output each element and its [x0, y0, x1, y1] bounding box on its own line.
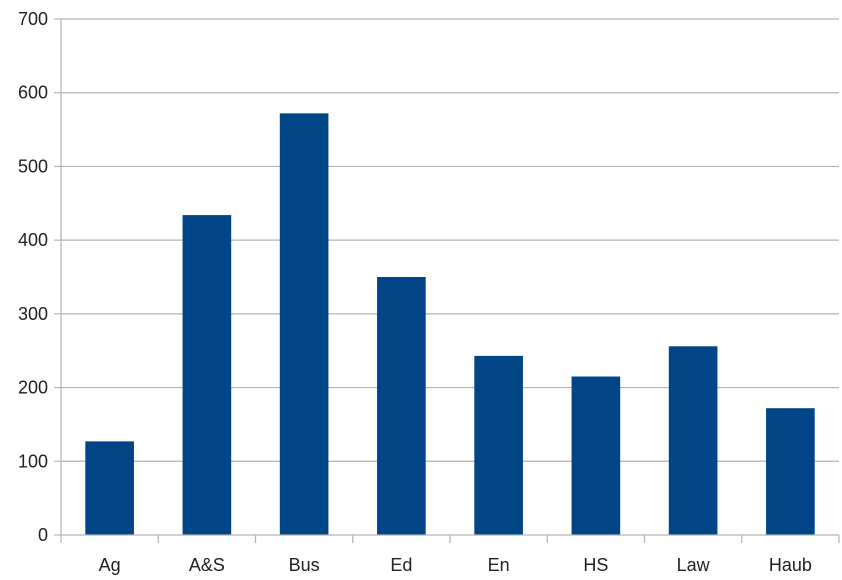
x-axis-tick-labels: Ag A&S Bus Ed En HS Law Haub — [99, 555, 812, 575]
axes — [54, 18, 840, 543]
bars — [85, 113, 815, 536]
y-tick-label: 400 — [18, 230, 48, 250]
bar — [279, 113, 329, 536]
x-tick-label: Law — [677, 555, 711, 575]
x-tick-label: Ag — [99, 555, 121, 575]
x-tick-label: Haub — [769, 555, 812, 575]
y-tick-label: 500 — [18, 156, 48, 176]
y-axis-tick-labels: 0 100 200 300 400 500 600 700 — [18, 9, 48, 545]
bar — [377, 277, 426, 535]
y-tick-label: 600 — [18, 83, 48, 103]
bar — [182, 215, 232, 535]
bar — [571, 376, 621, 535]
x-tick-label: En — [488, 555, 510, 575]
y-tick-label: 200 — [18, 378, 48, 398]
x-tick-label: HS — [583, 555, 608, 575]
y-tick-label: 100 — [18, 451, 48, 471]
bar — [766, 408, 815, 535]
y-tick-label: 700 — [18, 9, 48, 29]
x-tick-label: Ed — [390, 555, 412, 575]
bar — [474, 355, 523, 535]
x-tick-label: Bus — [289, 555, 320, 575]
bar — [668, 346, 718, 535]
x-tick-label: A&S — [189, 555, 225, 575]
y-tick-label: 0 — [38, 525, 48, 545]
y-tick-label: 300 — [18, 304, 48, 324]
bar — [85, 441, 134, 535]
gridlines — [61, 18, 839, 462]
